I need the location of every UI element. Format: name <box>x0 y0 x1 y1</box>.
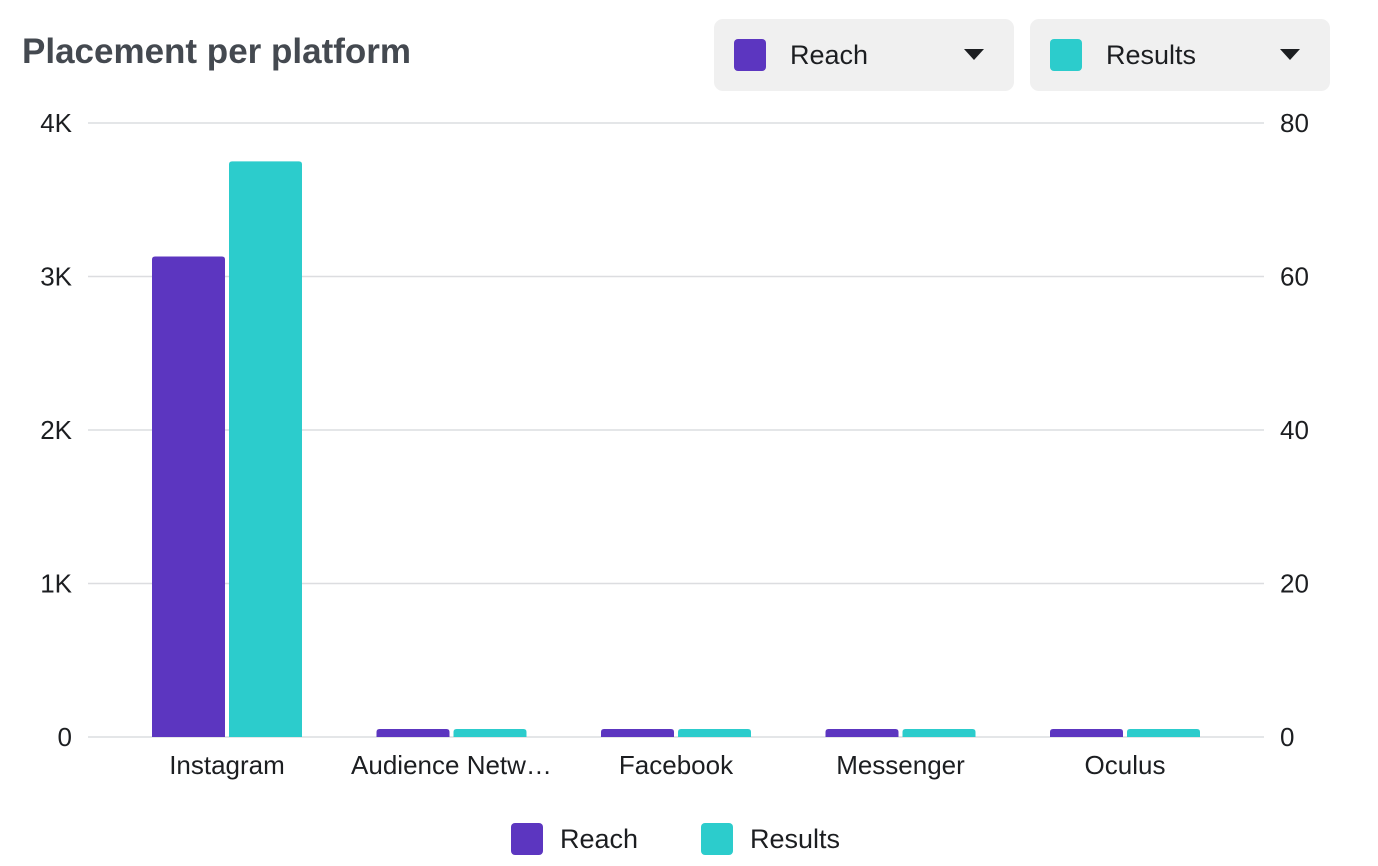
x-tick-label: Messenger <box>836 750 965 780</box>
right-y-axis: 0 20 40 60 80 <box>1280 108 1309 752</box>
bar-results <box>229 161 302 737</box>
x-tick-label: Facebook <box>619 750 734 780</box>
left-tick-label: 1K <box>40 569 72 599</box>
right-tick-label: 40 <box>1280 415 1309 445</box>
bars <box>152 161 1200 737</box>
right-tick-label: 80 <box>1280 108 1309 138</box>
bar-reach <box>601 729 674 737</box>
x-tick-label: Oculus <box>1085 750 1166 780</box>
right-tick-label: 20 <box>1280 569 1309 599</box>
left-y-axis: 0 1K 2K 3K 4K <box>40 108 72 752</box>
bar-reach <box>377 729 450 737</box>
x-tick-label: Audience Netw… <box>351 750 552 780</box>
x-axis: Instagram Audience Netw… Facebook Messenger… <box>169 750 1165 780</box>
right-tick-label: 60 <box>1280 262 1309 292</box>
left-tick-label: 0 <box>58 722 72 752</box>
legend-item-reach[interactable]: Reach <box>511 822 651 856</box>
legend-label-reach: Reach <box>560 822 638 856</box>
legend-label-results: Results <box>750 822 840 856</box>
legend-swatch-reach <box>511 823 543 855</box>
right-tick-label: 0 <box>1280 722 1294 752</box>
left-tick-label: 3K <box>40 262 72 292</box>
bar-results <box>1127 729 1200 737</box>
bar-reach <box>152 257 225 737</box>
legend-swatch-results <box>701 823 733 855</box>
bar-results <box>678 729 751 737</box>
bar-reach <box>826 729 899 737</box>
left-tick-label: 4K <box>40 108 72 138</box>
left-tick-label: 2K <box>40 415 72 445</box>
legend-item-results[interactable]: Results <box>701 822 861 856</box>
bar-reach <box>1050 729 1123 737</box>
x-tick-label: Instagram <box>169 750 285 780</box>
bar-results <box>903 729 976 737</box>
bar-results <box>454 729 527 737</box>
